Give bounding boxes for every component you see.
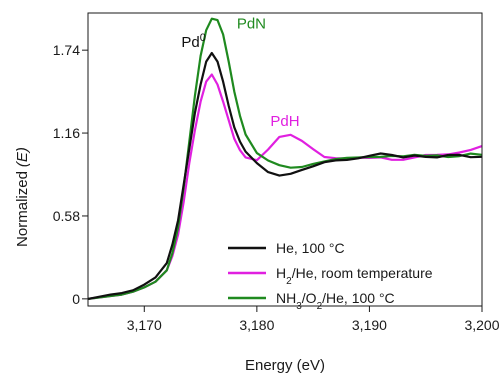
y-tick-label: 0.58 [53, 208, 80, 224]
legend-label: He, 100 °C [276, 240, 345, 256]
y-tick-label: 0 [72, 291, 80, 307]
text-part: /O [302, 290, 317, 306]
text-part: NH [276, 290, 296, 306]
plot-frame [87, 12, 483, 307]
legend-label: NH3/O2/He, 100 °C [276, 290, 395, 312]
series-line-2 [87, 17, 483, 300]
text-part: PdN [237, 16, 266, 33]
text-part: 2 [317, 301, 323, 312]
y-axis-label-symbol: (E) [14, 147, 31, 167]
series-line-0 [87, 51, 483, 300]
y-axis-label: Normalized (E) [14, 147, 31, 247]
text-part: Pd [181, 34, 199, 51]
legend-label: H2/He, room temperature [276, 265, 433, 287]
text-part: PdH [270, 113, 299, 130]
text-part: /He, room temperature [292, 265, 433, 281]
series-lines [87, 17, 483, 300]
legend: He, 100 °CH2/He, room temperatureNH3/O2/… [228, 240, 433, 312]
annotation-pdn: PdN [237, 16, 266, 33]
x-axis-label: Energy (eV) [245, 357, 325, 374]
x-tick-label: 3,170 [127, 317, 162, 333]
peak-annotations: Pd0 PdN PdH [181, 16, 299, 130]
text-part: 3 [296, 301, 302, 312]
y-axis-label-text: Normalized [14, 171, 31, 247]
text-part: 0 [200, 32, 206, 44]
x-tick-label: 3,200 [464, 317, 499, 333]
text-part: H [276, 265, 286, 281]
y-tick-label: 1.74 [53, 42, 80, 58]
text-part: 2 [286, 276, 292, 287]
x-tick-label: 3,190 [352, 317, 387, 333]
annotation-pdh: PdH [270, 113, 299, 130]
text-part: He, 100 °C [276, 240, 345, 256]
y-tick-label: 1.16 [53, 125, 80, 141]
text-part: /He, 100 °C [322, 290, 395, 306]
axis-ticks: 0 0.58 1.16 1.74 3,170 3,180 3,190 3,200 [53, 42, 499, 333]
x-tick-label: 3,180 [239, 317, 274, 333]
annotation-pd0: Pd0 [181, 32, 205, 51]
